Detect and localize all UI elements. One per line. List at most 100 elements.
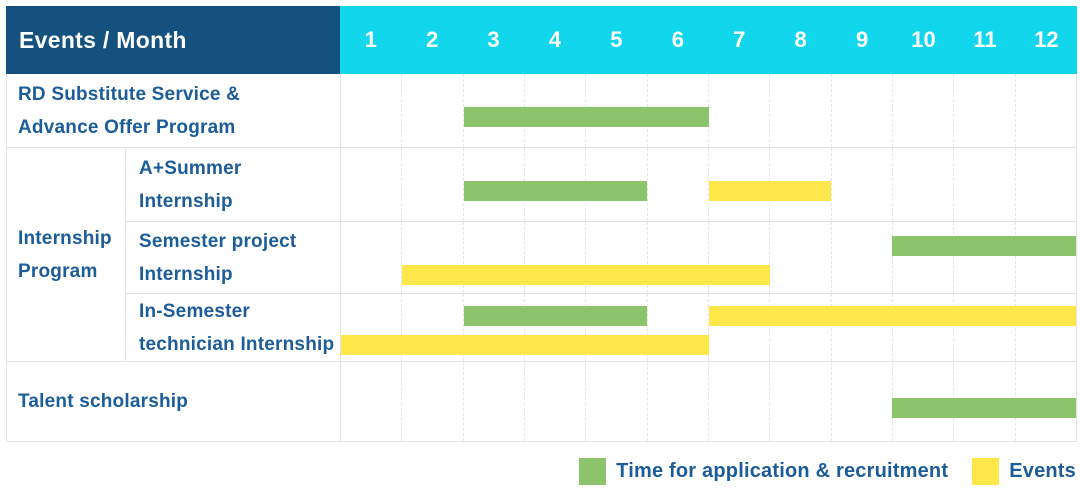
row-label-rd-substitute-service: RD Substitute Service & Advance Offer Pr… [7, 74, 341, 147]
month-column-9 [830, 148, 892, 221]
row-label-line: Advance Offer Program [18, 116, 236, 138]
month-column-3 [462, 222, 524, 293]
month-column-11 [953, 74, 1014, 147]
legend-label: Time for application & recruitment [616, 460, 949, 482]
bars-area-in-semester-technician-internship [341, 294, 1076, 361]
month-column-12 [1014, 294, 1076, 361]
month-column-1 [341, 362, 401, 441]
legend: Time for application & recruitment Event… [579, 458, 1076, 485]
row-label-talent-scholarship: Talent scholarship [7, 362, 341, 441]
month-column-3 [462, 148, 524, 221]
green-swatch-icon [579, 458, 607, 485]
month-column-1 [341, 74, 401, 147]
row-label-a-plus-summer-internship: A+Summer Internship [126, 148, 341, 221]
month-column-9 [830, 222, 892, 293]
month-column-6 [646, 362, 708, 441]
month-column-10 [891, 74, 953, 147]
month-column-9 [830, 362, 892, 441]
row-group-internship-program: Internship Program A+Summer Internship S… [7, 147, 1076, 361]
gantt-bar-green [463, 180, 648, 201]
month-column-3 [462, 294, 524, 361]
month-column-6 [646, 222, 708, 293]
group-label-internship-program: Internship Program [7, 148, 126, 361]
row-label-line: Semester project [139, 230, 297, 252]
row-label-in-semester-technician-internship: In-Semester technician Internship [126, 294, 341, 361]
row-talent-scholarship: Talent scholarship [7, 361, 1076, 441]
month-column-3 [462, 74, 524, 147]
month-header-9: 9 [855, 27, 869, 52]
legend-item-events: Events [972, 458, 1076, 485]
row-label-line: A+Summer [139, 157, 242, 179]
month-header-1: 1 [364, 27, 377, 52]
month-column-2 [401, 294, 462, 361]
yellow-swatch-icon [972, 458, 1000, 485]
month-column-1 [341, 222, 401, 293]
row-label-line: Talent scholarship [18, 391, 189, 412]
row-label-line: RD Substitute Service & [18, 83, 241, 105]
month-column-4 [523, 362, 585, 441]
month-column-5 [585, 362, 646, 441]
month-column-11 [953, 222, 1014, 293]
row-rd-substitute-service: RD Substitute Service & Advance Offer Pr… [7, 74, 1076, 147]
table-header-row: Events / Month 1 2 3 4 5 6 7 8 9 10 11 12 [6, 6, 1077, 74]
month-header-8: 8 [794, 27, 807, 52]
table-body: RD Substitute Service & Advance Offer Pr… [6, 74, 1077, 442]
bars-area-a-plus-summer-internship [341, 148, 1076, 221]
row-in-semester-technician-internship: In-Semester technician Internship [126, 293, 1076, 361]
months-header: 1 2 3 4 5 6 7 8 9 10 11 12 [340, 6, 1077, 74]
month-column-9 [830, 294, 892, 361]
month-column-2 [401, 148, 462, 221]
bars-area-talent-scholarship [341, 362, 1076, 441]
month-header-2: 2 [426, 27, 439, 52]
month-header-4: 4 [548, 27, 562, 52]
bars-area-rd-substitute-service [341, 74, 1076, 147]
month-column-2 [401, 222, 462, 293]
month-column-8 [769, 294, 830, 361]
month-column-12 [1014, 148, 1076, 221]
month-column-11 [953, 294, 1014, 361]
month-column-10 [891, 148, 953, 221]
group-label-line: Program [18, 260, 98, 282]
month-header-12: 12 [1034, 27, 1059, 52]
gantt-bar-green [892, 397, 1076, 418]
gantt-bar-green [463, 106, 709, 127]
row-semester-project-internship: Semester project Internship [126, 221, 1076, 293]
events-month-header-label: Events / Month [19, 26, 187, 53]
schedule-table: Events / Month 1 2 3 4 5 6 7 8 9 10 11 12 RD Substi… [6, 6, 1077, 442]
month-column-10 [891, 222, 953, 293]
month-column-2 [401, 362, 462, 441]
month-column-8 [769, 362, 830, 441]
row-a-plus-summer-internship: A+Summer Internship [126, 148, 1076, 221]
month-column-8 [769, 222, 830, 293]
month-column-5 [585, 294, 646, 361]
month-column-2 [401, 74, 462, 147]
month-column-4 [523, 222, 585, 293]
month-column-3 [462, 362, 524, 441]
month-column-12 [1014, 222, 1076, 293]
row-label-line: Internship [139, 263, 233, 285]
legend-item-application-recruitment: Time for application & recruitment [579, 458, 948, 485]
month-column-6 [646, 148, 708, 221]
month-header-7: 7 [733, 27, 746, 52]
month-column-8 [769, 74, 830, 147]
bars-area-semester-project-internship [341, 222, 1076, 293]
month-column-4 [523, 294, 585, 361]
month-column-7 [707, 362, 769, 441]
month-column-7 [707, 74, 769, 147]
row-label-line: technician Internship [139, 333, 335, 355]
month-column-7 [707, 222, 769, 293]
month-column-7 [707, 294, 769, 361]
gantt-bar-yellow [341, 334, 709, 355]
month-column-12 [1014, 74, 1076, 147]
month-header-11: 11 [973, 27, 997, 52]
month-header-5: 5 [610, 27, 623, 52]
gantt-bar-green [892, 235, 1076, 256]
month-column-6 [646, 294, 708, 361]
internship-program-subrows: A+Summer Internship Semester project Int… [126, 148, 1076, 361]
month-column-7 [707, 148, 769, 221]
month-header-6: 6 [671, 27, 684, 52]
gantt-bar-yellow [708, 305, 1076, 326]
month-column-5 [585, 222, 646, 293]
events-month-header-cell: Events / Month [6, 6, 340, 74]
